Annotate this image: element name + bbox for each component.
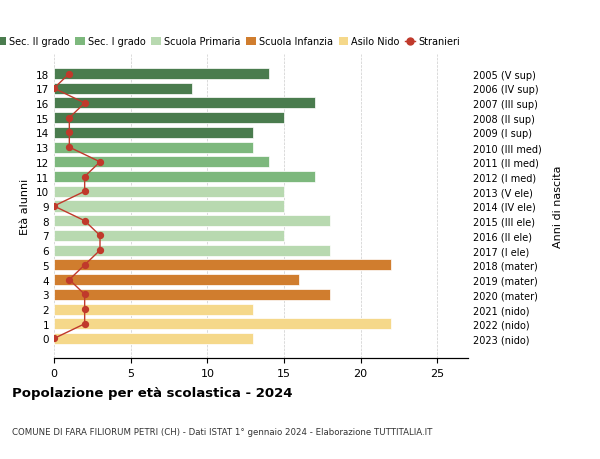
Point (49, 335, 59, 342)
Point (49, 85, 59, 93)
Point (80, 188, 89, 196)
Bar (54, 142, 253, 153)
Bar (54, 230, 284, 241)
Point (95, 247, 105, 254)
Point (80, 291, 89, 298)
Bar (54, 157, 269, 168)
Bar (54, 186, 284, 197)
Bar (54, 333, 253, 344)
Point (80, 218, 89, 225)
Text: Popolazione per età scolastica - 2024: Popolazione per età scolastica - 2024 (12, 386, 293, 399)
Point (65, 144, 74, 151)
Point (95, 232, 105, 240)
Bar (54, 289, 330, 300)
Y-axis label: Anni di nascita: Anni di nascita (553, 165, 563, 248)
Bar (54, 201, 284, 212)
Bar (54, 84, 192, 95)
Bar (54, 172, 314, 183)
Bar (54, 304, 253, 315)
Point (49, 203, 59, 210)
Bar (54, 128, 253, 139)
Legend: Sec. II grado, Sec. I grado, Scuola Primaria, Scuola Infanzia, Asilo Nido, Stran: Sec. II grado, Sec. I grado, Scuola Prim… (0, 37, 460, 47)
Point (80, 100, 89, 107)
Bar (54, 216, 330, 227)
Bar (54, 245, 330, 256)
Point (65, 276, 74, 284)
Y-axis label: Età alunni: Età alunni (20, 179, 31, 235)
Point (65, 129, 74, 137)
Point (80, 262, 89, 269)
Bar (54, 260, 391, 271)
Bar (54, 69, 269, 80)
Point (95, 159, 105, 166)
Point (80, 174, 89, 181)
Bar (54, 98, 314, 109)
Point (80, 320, 89, 328)
Point (65, 71, 74, 78)
Point (80, 306, 89, 313)
Text: COMUNE DI FARA FILIORUM PETRI (CH) - Dati ISTAT 1° gennaio 2024 - Elaborazione T: COMUNE DI FARA FILIORUM PETRI (CH) - Dat… (12, 427, 433, 436)
Bar (54, 274, 299, 285)
Point (65, 115, 74, 122)
Bar (54, 319, 391, 330)
Bar (54, 113, 284, 124)
